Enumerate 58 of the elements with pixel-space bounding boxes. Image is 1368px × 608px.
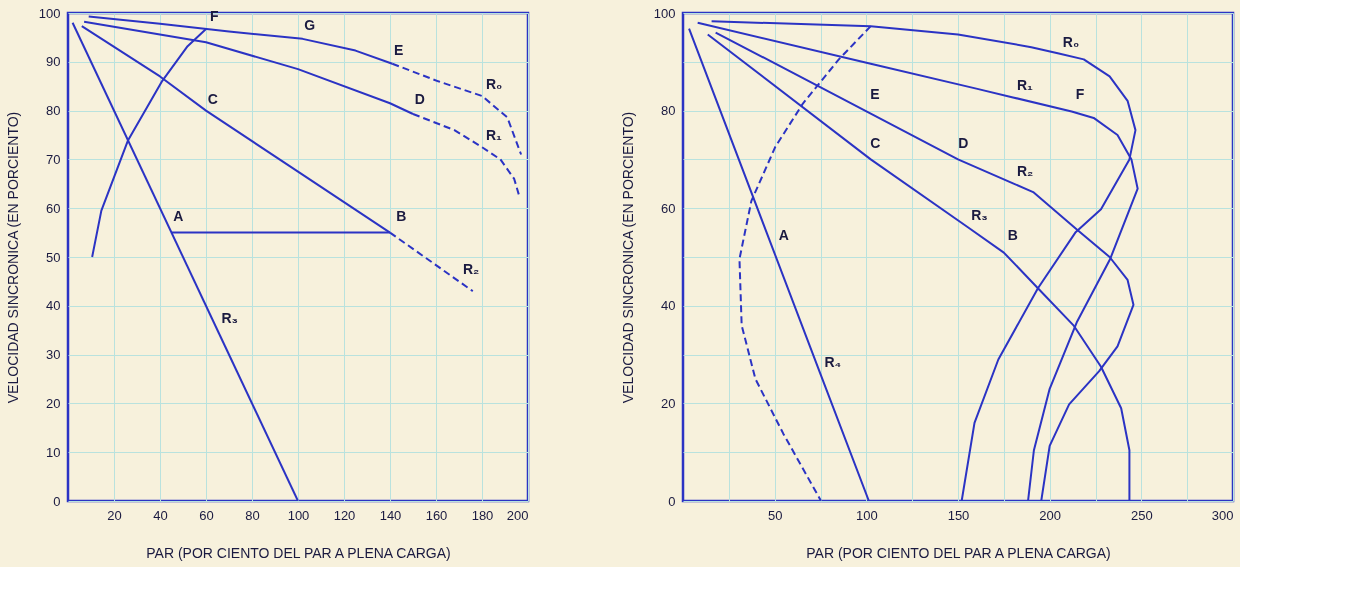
y-tick-label: 90 <box>46 54 61 70</box>
x-tick-label: 200 <box>1039 507 1062 523</box>
x-tick-label: 300 <box>1211 507 1234 523</box>
annotation: R₂ <box>463 261 480 278</box>
x-tick-label: 50 <box>767 507 783 523</box>
x-axis-title: PAR (POR CIENTO DEL PAR A PLENA CARGA) <box>146 544 451 561</box>
y-tick-label: 30 <box>46 347 61 363</box>
y-tick-label: 0 <box>668 493 676 509</box>
annotation: E <box>870 85 880 102</box>
x-tick-label: 20 <box>107 507 122 523</box>
y-tick-label: 70 <box>46 151 61 167</box>
annotation: C <box>207 90 218 107</box>
x-tick-label: 180 <box>471 507 494 523</box>
annotation: R₀ <box>486 75 503 92</box>
y-tick-label: 0 <box>53 493 61 509</box>
annotation: D <box>414 90 425 107</box>
annotation: B <box>1007 227 1018 244</box>
y-tick-label: 60 <box>46 200 61 216</box>
annotation: F <box>1075 85 1085 102</box>
annotation: R₃ <box>971 206 988 223</box>
x-tick-label: 100 <box>855 507 878 523</box>
annotation: G <box>304 17 316 34</box>
annotation: R₀ <box>1062 33 1080 50</box>
x-tick-label: 140 <box>379 507 402 523</box>
y-tick-label: 20 <box>661 395 676 411</box>
x-tick-label: 40 <box>153 507 168 523</box>
y-axis-title: VELOCIDAD SINCRONICA (EN PORCIENTO) <box>4 111 21 404</box>
annotation: R₂ <box>1017 163 1034 180</box>
annotation: R₄ <box>824 354 842 371</box>
x-tick-label: 60 <box>199 507 214 523</box>
y-tick-label: 60 <box>661 200 676 216</box>
y-tick-label: 50 <box>46 249 61 265</box>
annotation: E <box>394 41 404 58</box>
x-tick-label: 160 <box>425 507 448 523</box>
annotation: R₃ <box>221 310 239 327</box>
y-axis-title: VELOCIDAD SINCRONICA (EN PORCIENTO) <box>619 111 636 404</box>
y-tick-label: 100 <box>38 5 61 21</box>
y-tick-label: 10 <box>46 444 61 460</box>
annotation: C <box>870 134 881 151</box>
x-tick-label: 150 <box>947 507 970 523</box>
x-axis-title: PAR (POR CIENTO DEL PAR A PLENA CARGA) <box>806 544 1111 561</box>
y-tick-label: 40 <box>46 298 61 314</box>
annotation: D <box>958 134 969 151</box>
y-tick-label: 80 <box>661 103 676 119</box>
x-tick-label: 80 <box>245 507 260 523</box>
y-tick-label: 100 <box>653 5 676 21</box>
y-tick-label: 80 <box>46 103 61 119</box>
x-tick-label: 250 <box>1130 507 1153 523</box>
annotation: B <box>396 207 407 224</box>
annotation: R₁ <box>1017 77 1034 94</box>
y-tick-label: 40 <box>661 298 676 314</box>
x-tick-label: 120 <box>333 507 356 523</box>
annotation: A <box>778 227 789 244</box>
annotation: A <box>173 207 184 224</box>
x-tick-label: 100 <box>287 507 310 523</box>
annotation: R₁ <box>486 127 503 144</box>
y-tick-label: 20 <box>46 395 61 411</box>
x-tick-label: 200 <box>506 507 529 523</box>
